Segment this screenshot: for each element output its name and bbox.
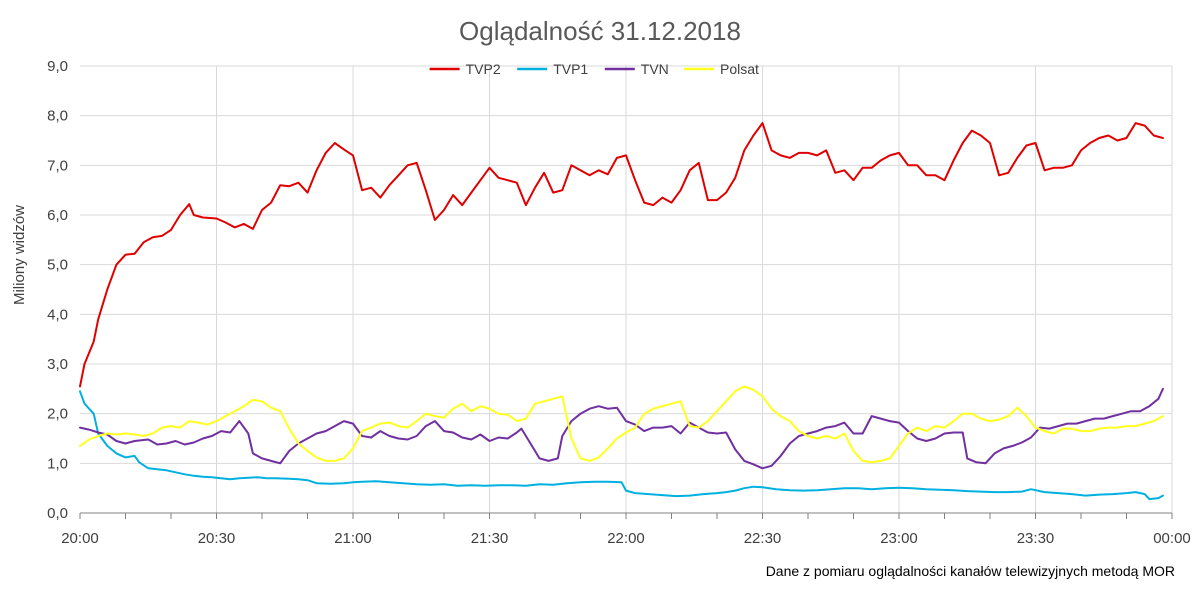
series-lines [79,122,1164,501]
y-tick-label: 6,0 [47,207,68,224]
chart-title: Oglądalność 31.12.2018 [459,16,741,46]
x-tick-label: 20:00 [61,530,99,547]
x-tick-label: 21:30 [471,530,509,547]
x-tick-label: 00:00 [1153,530,1191,547]
x-tick-label: 21:00 [334,530,372,547]
series-line-tvp1 [79,390,1164,501]
x-tick-label: 23:00 [880,530,918,547]
series-line-polsat [79,385,1164,464]
y-axis-label: Miliony widzów [11,205,28,305]
legend-label-polsat: Polsat [720,61,759,77]
x-tick-label: 22:30 [744,530,782,547]
y-tick-label: 4,0 [47,306,68,323]
series-line-tvp2 [79,122,1164,388]
y-tick-label: 5,0 [47,257,68,274]
y-tick-label: 0,0 [47,505,68,522]
y-tick-label: 1,0 [47,455,68,472]
x-tick-label: 20:30 [198,530,236,547]
axes: 0,0 1,0 2,0 3,0 4,0 5,0 6,0 7,0 8,0 9,0 20:00 20:30… [47,58,1191,547]
y-tick-label: 3,0 [47,356,68,373]
y-tick-label: 9,0 [47,58,68,75]
x-tick-label: 23:30 [1017,530,1055,547]
x-tick-label: 22:00 [607,530,645,547]
legend-label-tvn: TVN [641,61,669,77]
legend-label-tvp1: TVP1 [553,61,588,77]
gridlines [80,65,1173,513]
series-line-tvn [79,387,1164,470]
legend: TVP2 TVP1 TVN Polsat [429,61,759,77]
legend-label-tvp2: TVP2 [466,61,501,77]
y-tick-label: 2,0 [47,406,68,423]
y-tick-label: 8,0 [47,108,68,125]
footnote: Dane z pomiaru oglądalności kanałów tele… [766,563,1175,579]
y-tick-label: 7,0 [47,157,68,174]
